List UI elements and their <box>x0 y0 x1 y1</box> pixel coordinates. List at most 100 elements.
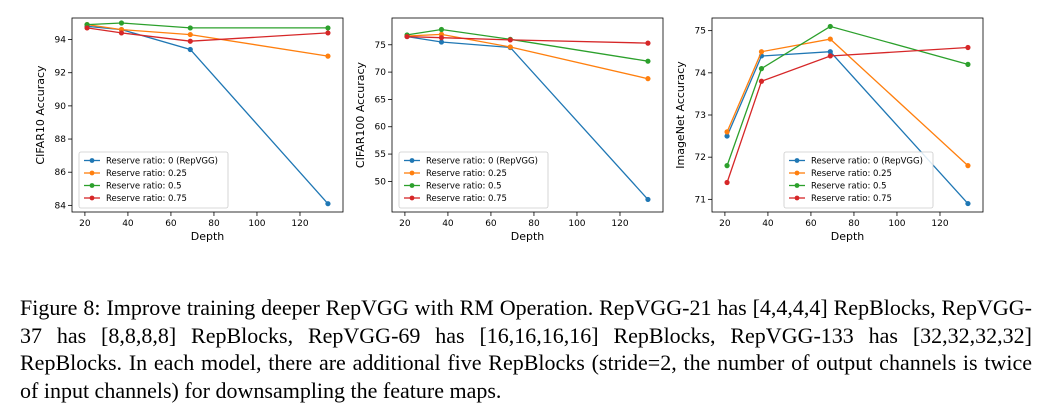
x-tick-label: 80 <box>848 219 860 229</box>
legend-marker <box>794 158 800 163</box>
legend: Reserve ratio: 0 (RepVGG) Reserve ratio: … <box>78 151 229 209</box>
data-point <box>827 36 833 42</box>
series-line-3 <box>407 35 648 44</box>
legend-label: Reserve ratio: 0.5 <box>811 182 887 192</box>
series-line-3 <box>87 27 328 42</box>
data-point <box>187 25 193 31</box>
series-line-3 <box>726 46 968 183</box>
data-point <box>724 129 730 135</box>
y-tick-label: 55 <box>375 150 386 160</box>
data-point <box>187 46 193 53</box>
y-tick-label: 94 <box>55 36 67 46</box>
x-axis-label: Depth <box>831 230 865 243</box>
y-tick-label: 60 <box>375 123 387 133</box>
x-tick-label: 40 <box>442 219 454 229</box>
x-tick-label: 60 <box>485 219 497 229</box>
x-tick-label: 20 <box>719 219 731 229</box>
figure-caption: Figure 8: Improve training deeper RepVGG … <box>20 294 1032 404</box>
legend-box <box>78 151 229 209</box>
data-point <box>724 179 730 186</box>
data-point <box>325 53 331 59</box>
data-point <box>645 40 651 46</box>
x-tick-label: 120 <box>291 219 308 229</box>
y-tick-label: 74 <box>695 69 707 79</box>
x-tick-label: 40 <box>122 219 134 229</box>
data-point <box>187 38 193 44</box>
y-tick-label: 73 <box>695 111 706 121</box>
data-point <box>758 66 765 72</box>
x-tick-label: 80 <box>208 219 220 229</box>
data-point <box>965 44 971 51</box>
x-tick-label: 60 <box>805 219 817 229</box>
data-point <box>118 20 125 26</box>
legend-label: Reserve ratio: 0 (RepVGG) <box>811 157 923 167</box>
series-line-0 <box>87 25 329 205</box>
y-tick-label: 88 <box>55 135 67 145</box>
series-line-2 <box>87 22 328 29</box>
x-tick-label: 20 <box>79 219 91 229</box>
chart-panel-2: 20 40 60 80 100 120 50 55 60 65 70 75 Depth CIFAR100 … <box>354 17 664 243</box>
legend-marker <box>794 195 800 201</box>
data-point <box>118 30 125 36</box>
x-tick-label: 120 <box>931 219 948 229</box>
y-tick-label: 90 <box>55 102 67 112</box>
x-tick-label: 80 <box>528 219 540 229</box>
x-tick-label: 60 <box>165 219 177 229</box>
data-point <box>827 53 833 59</box>
legend-label: Reserve ratio: 0.75 <box>426 194 507 204</box>
data-point <box>965 163 971 169</box>
y-tick-label: 84 <box>55 201 67 211</box>
x-tick-label: 20 <box>399 219 411 229</box>
data-point <box>724 133 730 139</box>
data-point <box>438 26 445 33</box>
figure-8-charts: 20 40 60 80 100 120 84 86 88 90 92 94 Depth CIFAR10 A… <box>34 17 984 243</box>
data-point <box>758 49 765 55</box>
legend-label: Reserve ratio: 0.5 <box>106 182 182 192</box>
legend-label: Reserve ratio: 0.25 <box>811 169 892 179</box>
data-point <box>965 200 971 207</box>
data-point <box>827 49 833 55</box>
y-tick-label: 70 <box>375 68 387 78</box>
series-line-1 <box>407 33 649 80</box>
x-tick-label: 120 <box>611 219 628 229</box>
y-axis-label: CIFAR100 Accuracy <box>354 61 367 168</box>
y-tick-label: 71 <box>695 195 706 205</box>
x-tick-label: 40 <box>762 219 774 229</box>
series-line-2 <box>406 28 649 62</box>
data-point <box>724 163 730 169</box>
legend-label: Reserve ratio: 0.75 <box>106 194 187 204</box>
legend-marker <box>89 195 95 201</box>
y-axis-label: CIFAR10 Accuracy <box>34 65 47 165</box>
series-line-0 <box>726 51 969 205</box>
data-point <box>187 31 193 38</box>
x-axis-label: Depth <box>511 230 545 243</box>
data-point <box>507 44 513 50</box>
data-point <box>645 58 651 64</box>
figure-label: Figure 8: <box>20 295 101 320</box>
x-tick-label: 100 <box>248 219 265 229</box>
series-line-2 <box>726 25 969 166</box>
legend-marker <box>409 158 415 163</box>
data-point <box>645 196 651 203</box>
x-tick-label: 100 <box>888 219 905 229</box>
legend-marker <box>794 183 800 188</box>
legend: Reserve ratio: 0 (RepVGG) Reserve ratio: … <box>783 151 934 209</box>
data-point <box>438 39 445 45</box>
y-tick-label: 75 <box>695 27 706 37</box>
legend-label: Reserve ratio: 0.5 <box>426 182 502 192</box>
x-axis-label: Depth <box>191 230 225 243</box>
data-point <box>645 76 651 82</box>
x-tick-label: 100 <box>568 219 585 229</box>
y-tick-label: 75 <box>375 41 386 51</box>
data-point <box>325 201 331 207</box>
plot-frame <box>391 17 664 213</box>
y-tick-label: 86 <box>55 168 67 178</box>
y-tick-label: 92 <box>55 69 66 79</box>
legend-marker <box>89 183 95 188</box>
data-point <box>758 78 765 84</box>
data-point <box>827 23 833 30</box>
chart-panel-1: 20 40 60 80 100 120 84 86 88 90 92 94 Depth CIFAR10 A… <box>34 17 344 243</box>
legend: Reserve ratio: 0 (RepVGG) Reserve ratio: … <box>398 151 549 209</box>
legend-marker <box>794 170 800 176</box>
y-axis-label: ImageNet Accuracy <box>674 61 687 169</box>
